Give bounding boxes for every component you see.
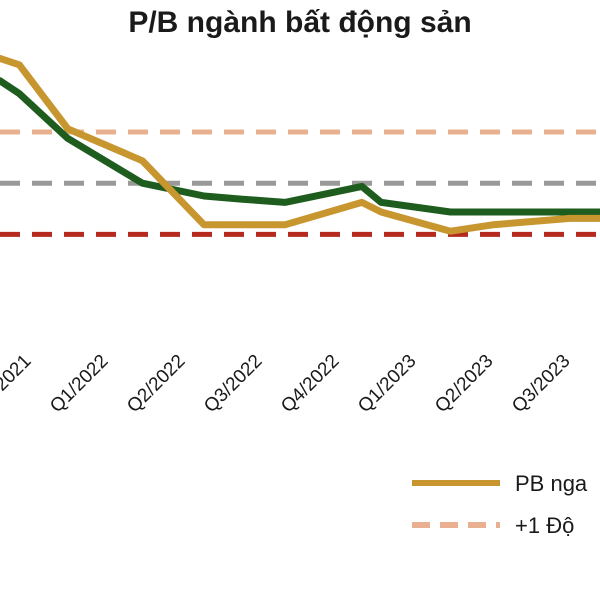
chart-title: P/B ngành bất động sản [128, 6, 472, 39]
reference-lines [0, 129, 600, 237]
x-tick-label: Q3/2022 [200, 351, 266, 417]
x-tick-label: Q2/2022 [123, 351, 189, 417]
series-line-1 [0, 54, 600, 235]
x-tick-label: Q4/2022 [277, 351, 343, 417]
x-tick-label: Q2/2023 [431, 351, 497, 417]
legend: PB nga +1 Độ [412, 471, 588, 538]
x-tick-label: Q3/2023 [508, 351, 574, 417]
series-lines [0, 54, 600, 235]
x-axis-tick-labels: 2021 Q1/2022 Q2/2022 Q3/2022 Q4/2022 Q1/2023 Q… [0, 351, 575, 417]
series-line-2 [0, 77, 600, 216]
legend-label: +1 Độ [515, 513, 574, 538]
x-tick-label: 2021 [0, 351, 36, 396]
legend-label: PB nga [515, 471, 588, 496]
x-tick-label: Q1/2023 [354, 351, 420, 417]
x-tick-label: Q1/2022 [46, 351, 112, 417]
